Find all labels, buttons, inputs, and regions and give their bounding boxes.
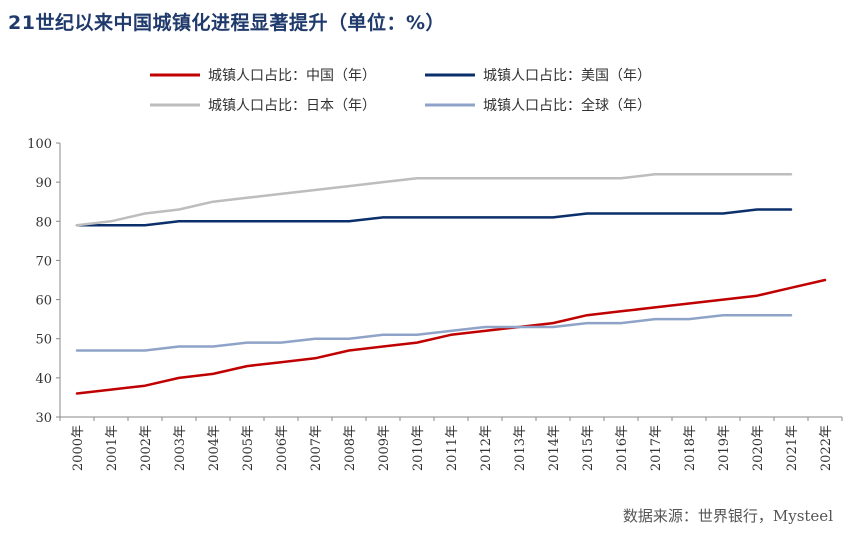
x-tick-label: 2002年 — [139, 425, 154, 471]
x-tick-label: 2014年 — [547, 425, 562, 471]
x-tick-label: 2008年 — [343, 425, 358, 471]
x-tick-label: 2007年 — [309, 425, 324, 471]
x-tick-label: 2003年 — [173, 425, 188, 471]
y-tick-label: 50 — [35, 333, 52, 348]
x-tick-label: 2022年 — [819, 425, 834, 471]
x-tick-label: 2019年 — [717, 425, 732, 471]
x-tick-label: 2005年 — [241, 425, 256, 471]
x-tick-label: 2016年 — [615, 425, 630, 471]
x-tick-label: 2006年 — [275, 425, 290, 471]
y-tick-label: 80 — [35, 215, 52, 230]
chart-title: 21世纪以来中国城镇化进程显著提升（单位：%） — [8, 12, 445, 34]
y-tick-label: 100 — [27, 137, 52, 152]
x-tick-label: 2013年 — [513, 425, 528, 471]
series-line-3 — [75, 173, 793, 227]
x-tick-label: 2010年 — [411, 425, 426, 471]
y-tick-label: 70 — [35, 254, 52, 269]
x-tick-label: 2011年 — [445, 425, 460, 471]
legend-label: 城镇人口占比：中国（年） — [208, 68, 376, 84]
x-tick-label: 2021年 — [785, 425, 800, 471]
x-tick-label: 2012年 — [479, 425, 494, 471]
x-tick-label: 2009年 — [377, 425, 392, 471]
legend-label: 城镇人口占比：日本（年） — [208, 98, 376, 114]
x-tick-label: 2004年 — [207, 425, 222, 471]
y-tick-label: 40 — [35, 372, 52, 387]
x-tick-label: 2000年 — [71, 425, 86, 471]
x-tick-label: 2001年 — [105, 425, 120, 471]
y-tick-label: 30 — [35, 411, 52, 426]
y-tick-label: 90 — [35, 176, 52, 191]
legend-label: 城镇人口占比：美国（年） — [483, 68, 651, 84]
source-note: 数据来源：世界银行，Mysteel — [622, 507, 833, 525]
x-tick-label: 2017年 — [649, 425, 664, 471]
series-line-2 — [75, 208, 793, 227]
series-line-1 — [75, 278, 827, 395]
x-tick-label: 2020年 — [751, 425, 766, 471]
y-tick-label: 60 — [35, 294, 52, 309]
series-line-4 — [75, 313, 793, 352]
x-tick-label: 2018年 — [683, 425, 698, 471]
x-tick-label: 2015年 — [581, 425, 596, 471]
legend-label: 城镇人口占比：全球（年） — [483, 97, 651, 114]
